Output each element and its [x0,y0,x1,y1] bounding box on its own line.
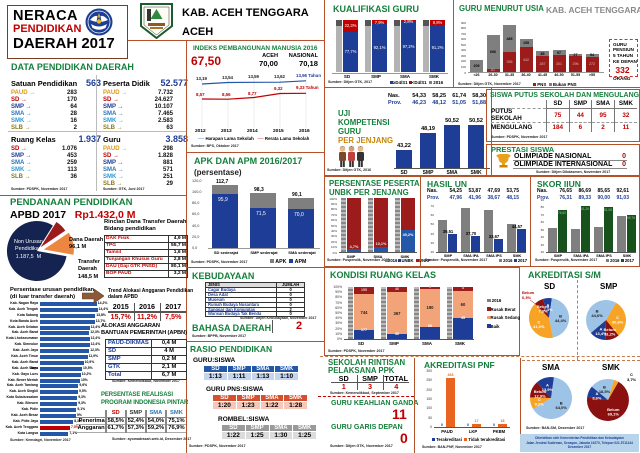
svg-text:C: C [630,372,633,377]
svg-text:64,0%: 64,0% [556,405,568,410]
svg-text:SD: SD [544,282,555,291]
svg-text:A: A [547,302,550,307]
svg-text:18,5%: 18,5% [599,389,611,394]
svg-text:13,4%: 13,4% [595,331,607,336]
svg-text:Belum: Belum [537,304,550,309]
svg-text:12,9%: 12,9% [534,393,546,398]
svg-text:A: A [546,382,549,387]
svg-text:B: B [559,314,562,319]
svg-text:44,4%: 44,4% [555,318,567,323]
svg-text:Belum: Belum [534,389,547,394]
svg-text:SMA: SMA [542,363,560,372]
svg-text:B: B [560,401,563,406]
svg-text:44,6%: 44,6% [591,313,603,318]
svg-text:9,2%: 9,2% [535,402,545,407]
svg-text:8,6%: 8,6% [592,396,602,401]
svg-text:C: C [616,315,619,320]
svg-text:B: B [603,384,606,389]
svg-text:3,7%: 3,7% [627,377,637,382]
svg-text:Belum: Belum [607,407,620,412]
svg-text:13,9%: 13,9% [542,387,554,392]
svg-text:A: A [595,391,598,396]
svg-text:Belum: Belum [522,290,535,295]
svg-text:11,2%: 11,2% [604,332,616,337]
svg-text:7,3%: 7,3% [538,309,548,314]
svg-text:B: B [596,309,599,314]
svg-text:Belum: Belum [604,327,617,332]
svg-text:SMK: SMK [602,363,620,372]
svg-text:C: C [537,320,540,325]
svg-text:30,8%: 30,8% [612,320,624,325]
svg-text:SMP: SMP [600,282,618,291]
svg-text:6,3%: 6,3% [522,295,532,300]
svg-text:41,0%: 41,0% [533,324,545,329]
svg-text:69,1%: 69,1% [608,412,620,417]
svg-text:C: C [538,397,541,402]
svg-text:A: A [600,327,603,332]
svg-text:7,3%: 7,3% [543,307,553,312]
